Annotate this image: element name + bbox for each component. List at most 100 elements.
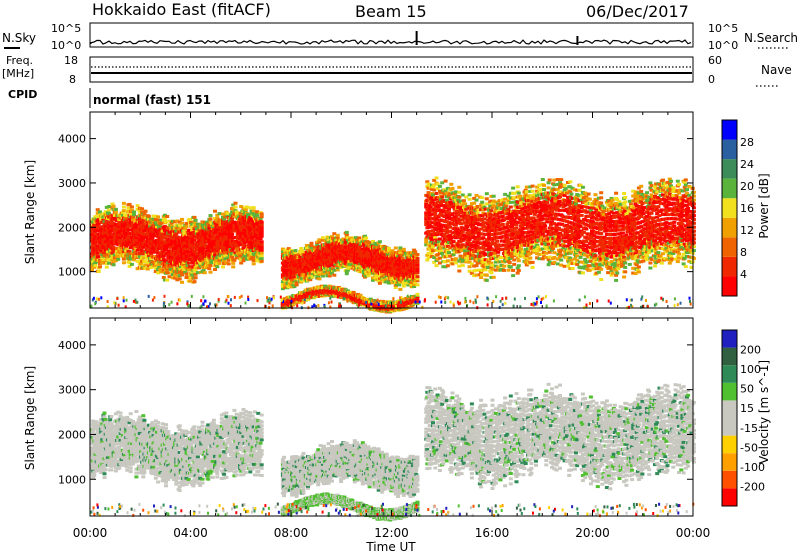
echo-cell	[170, 269, 175, 273]
echo-cell	[192, 280, 197, 284]
echo-cell	[121, 257, 126, 261]
echo-cell	[166, 265, 171, 269]
echo-cell	[121, 201, 126, 205]
echo-cell	[152, 240, 157, 244]
echo-cell	[169, 268, 174, 271]
echo-cell	[150, 260, 155, 264]
echo-cell	[184, 221, 189, 225]
echo-cell	[142, 236, 147, 240]
echo-cell	[96, 270, 101, 273]
echo-cell	[101, 251, 106, 255]
echo-cell	[121, 205, 126, 209]
echo-cell	[156, 228, 161, 232]
echo-cell	[208, 214, 213, 218]
echo-cell	[118, 235, 123, 239]
echo-cell	[132, 210, 137, 214]
echo-cell	[92, 241, 97, 245]
echo-cell	[149, 229, 154, 233]
echo-cell	[150, 236, 155, 240]
echo-cell	[142, 212, 147, 216]
echo-cell	[107, 226, 112, 230]
echo-cell	[133, 250, 138, 254]
echo-cell	[168, 254, 173, 258]
echo-cell	[162, 217, 167, 221]
echo-cell	[145, 240, 150, 244]
echo-cell	[104, 265, 109, 269]
echo-cell	[142, 256, 147, 260]
echo-cell	[132, 232, 137, 236]
echo-cell	[96, 221, 101, 225]
echo-cell	[98, 229, 102, 233]
echo-cell	[415, 283, 420, 287]
echo-cell	[96, 233, 101, 236]
echo-cell	[259, 231, 264, 235]
echo-cell	[153, 221, 158, 225]
echo-cell	[104, 205, 109, 209]
echo-cell	[393, 246, 398, 250]
echo-cell	[109, 238, 114, 242]
echo-cell	[132, 252, 137, 256]
echo-cell	[124, 214, 129, 218]
echo-cell	[401, 247, 406, 251]
echo-cell	[139, 262, 143, 266]
echo-cell	[259, 229, 264, 233]
echo-cell	[93, 264, 98, 267]
cpid-text: normal (fast) 151	[93, 93, 211, 107]
echo-cell	[167, 249, 172, 253]
echo-cell	[170, 219, 175, 223]
echo-cell	[112, 216, 117, 220]
echo-cell	[124, 221, 129, 225]
echo-cell	[153, 227, 158, 231]
echo-cell	[153, 218, 158, 221]
echo-cell	[156, 251, 161, 255]
echo-cell	[131, 225, 135, 229]
echo-cell	[103, 210, 108, 214]
echo-cell	[156, 271, 161, 275]
echo-cell	[162, 278, 167, 282]
echo-cell	[177, 277, 182, 281]
echo-cell	[131, 220, 135, 224]
echo-cell	[158, 225, 163, 229]
echo-cell	[259, 212, 264, 216]
echo-cell	[146, 218, 151, 222]
echo-cell	[124, 216, 129, 220]
echo-cell	[119, 244, 124, 247]
echo-cell	[259, 226, 264, 230]
echo-cell	[226, 258, 231, 262]
echo-cell	[162, 251, 167, 255]
echo-cell	[193, 218, 198, 222]
echo-cell	[134, 235, 139, 239]
echo-cell	[127, 261, 132, 265]
echo-cell	[221, 265, 225, 269]
freq-frame	[89, 56, 694, 83]
echo-cell	[107, 208, 112, 212]
echo-cell	[141, 242, 146, 246]
echo-cell	[226, 262, 231, 266]
echo-cell	[332, 268, 337, 272]
echo-cell	[127, 264, 132, 268]
echo-cell	[101, 257, 106, 261]
freq-label-2: [MHz]	[2, 67, 34, 80]
echo-cell	[144, 245, 149, 249]
echo-cell	[112, 226, 117, 229]
echo-cell	[103, 222, 108, 226]
echo-cell	[153, 270, 158, 273]
echo-cell	[93, 232, 98, 236]
echo-cell	[142, 229, 147, 233]
nsky-trace	[90, 31, 692, 45]
echo-cell	[156, 215, 161, 219]
echo-cell	[144, 232, 149, 236]
echo-cell	[121, 261, 126, 265]
nsky-panel: N.Sky 10^5 10^0 N.Search 10^5 10^0	[2, 22, 798, 52]
echo-cell	[413, 250, 418, 254]
echo-cell	[109, 257, 114, 261]
echo-cell	[99, 249, 104, 253]
echo-cell	[141, 222, 146, 226]
echo-cell	[180, 217, 184, 221]
cpid-panel: CPID normal (fast) 151	[8, 88, 211, 108]
echo-cell	[129, 208, 134, 212]
echo-cell	[100, 220, 105, 224]
echo-cell	[136, 222, 141, 226]
echo-cell	[102, 220, 107, 224]
